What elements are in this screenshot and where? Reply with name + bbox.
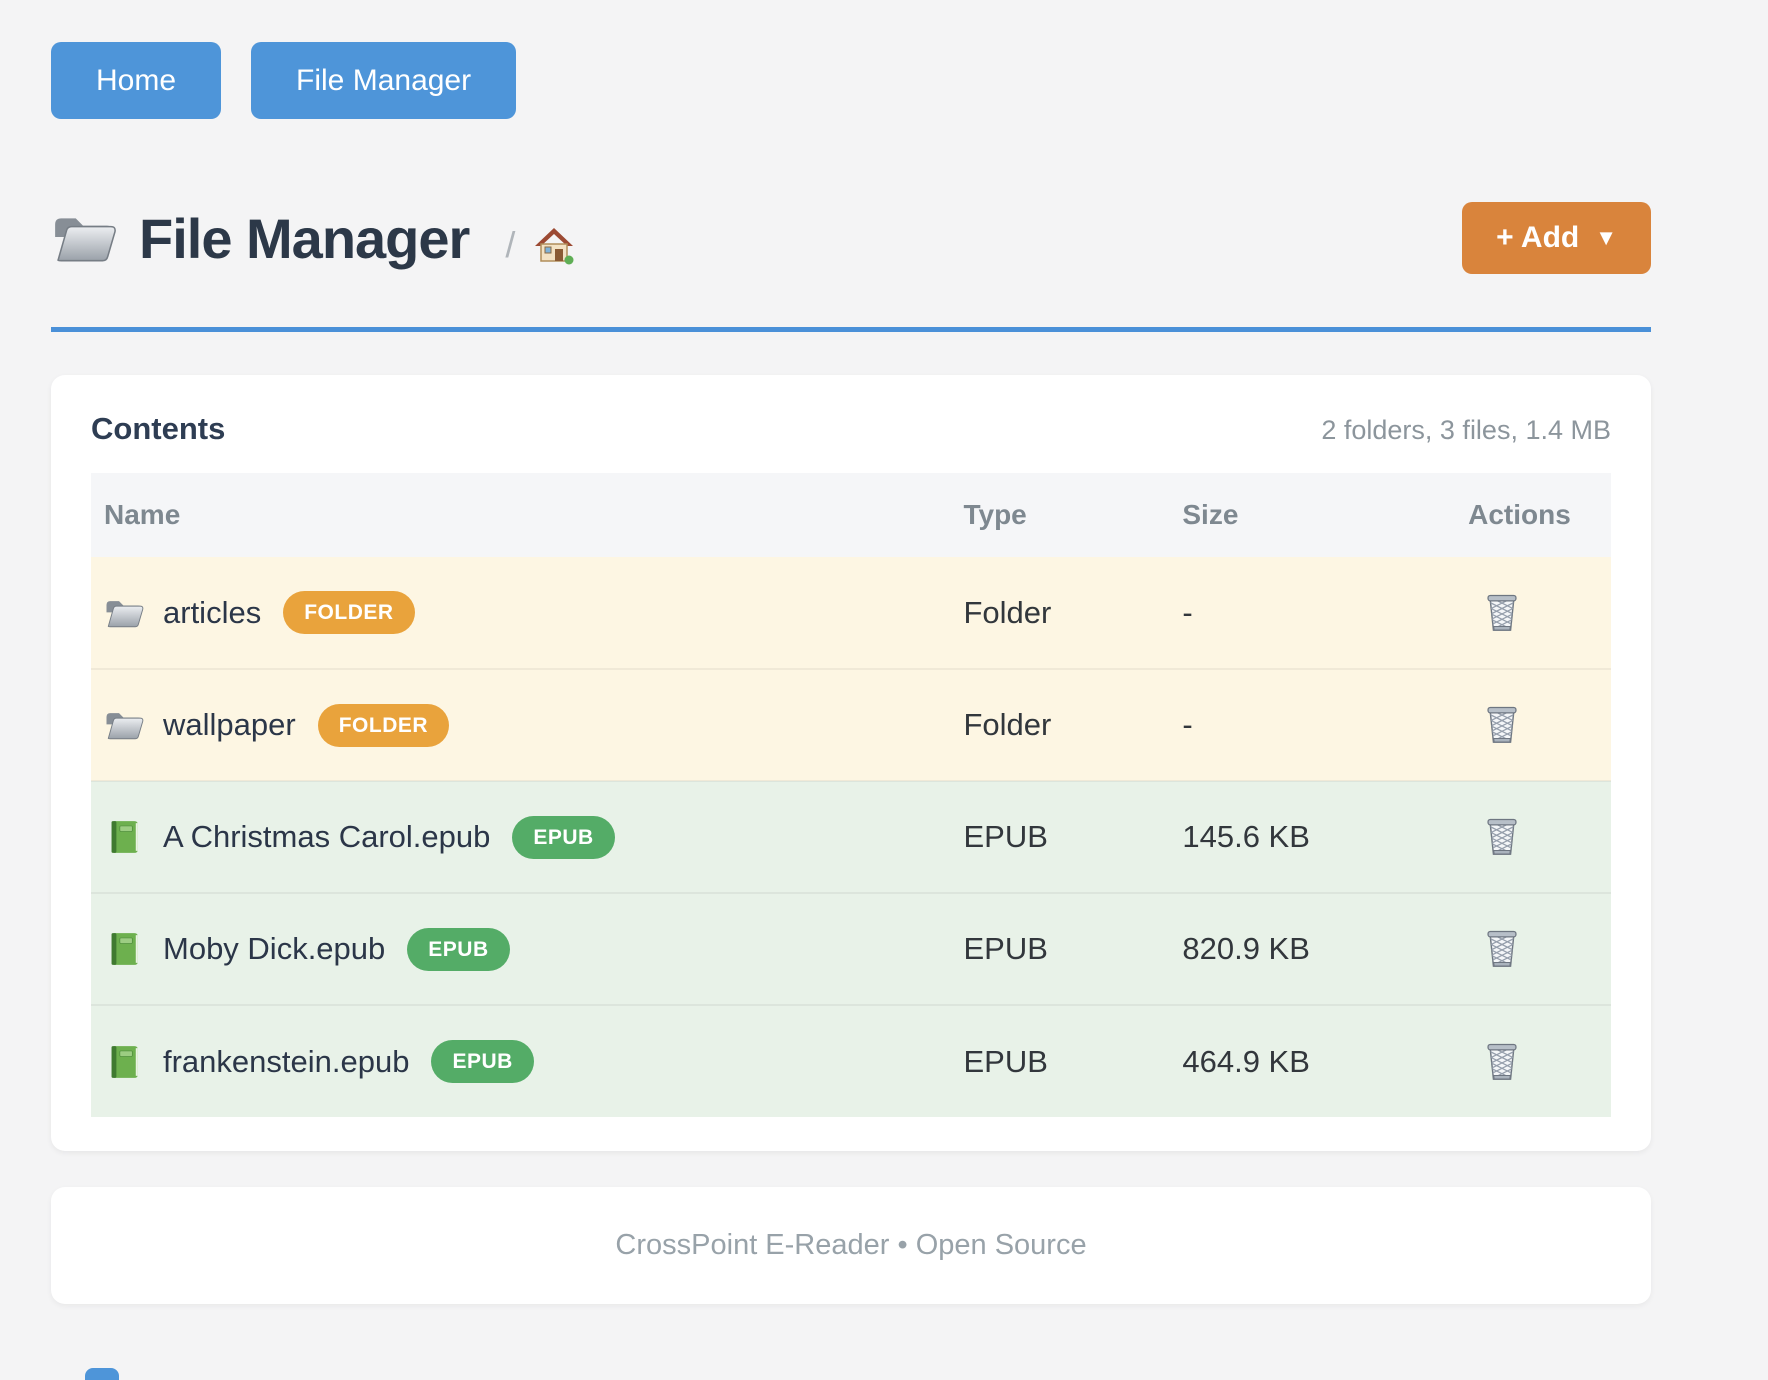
table-row: Moby Dick.epub EPUB EPUB 820.9 KB [91,893,1611,1005]
folder-icon [104,595,144,631]
add-button-label: + Add [1496,221,1580,254]
table-row: A Christmas Carol.epub EPUB EPUB 145.6 K… [91,781,1611,893]
type-badge: FOLDER [283,591,415,634]
file-type: Folder [963,594,1052,630]
column-header-size: Size [1182,473,1469,557]
nav-button-file-manager[interactable]: File Manager [251,42,517,119]
breadcrumb-separator: / [505,224,516,265]
title-divider [51,327,1651,332]
page-title: File Manager [139,206,470,270]
file-type: Folder [963,707,1052,742]
book-icon [104,1044,144,1080]
table-row: articles FOLDER Folder - [91,557,1611,669]
type-badge: EPUB [512,815,615,859]
table-row: frankenstein.epub EPUB EPUB 464.9 KB [91,1005,1611,1117]
file-name: frankenstein.epub [163,1043,410,1079]
type-badge: EPUB [407,927,510,971]
file-size: - [1182,594,1193,630]
contents-card: Contents 2 folders, 3 files, 1.4 MB Name… [51,375,1651,1151]
column-header-type: Type [963,473,1183,557]
file-type: EPUB [963,931,1048,966]
delete-button[interactable] [1484,816,1520,858]
file-size: 464.9 KB [1182,1043,1310,1079]
table-row: wallpaper FOLDER Folder - [91,669,1611,781]
delete-button[interactable] [1484,1041,1520,1083]
type-badge: EPUB [431,1040,534,1083]
nav-button-home[interactable]: Home [51,42,222,119]
breadcrumb: / [505,224,575,266]
contents-summary: 2 folders, 3 files, 1.4 MB [1321,415,1611,445]
table-body: articles FOLDER Folder - [91,557,1611,1117]
file-name: articles [163,594,262,630]
trash-icon [1484,816,1520,858]
chevron-down-icon: ▼ [1595,225,1617,250]
book-icon [104,931,144,967]
page-header: File Manager / + Add ▼ [51,195,1651,281]
file-size: - [1182,707,1193,742]
file-name: Moby Dick.epub [163,931,386,966]
trash-icon [1484,1041,1520,1083]
trash-icon [1484,592,1520,634]
trash-icon [1484,704,1520,746]
trash-icon [1484,928,1520,970]
file-type: EPUB [963,1043,1048,1079]
file-table: Name Type Size Actions articles FOLDER F… [91,473,1611,1117]
file-size: 145.6 KB [1182,819,1310,854]
folder-icon [51,210,117,266]
column-header-name: Name [91,473,964,557]
add-button[interactable]: + Add ▼ [1462,202,1651,274]
home-icon[interactable] [533,224,575,266]
footer-text: CrossPoint E-Reader • Open Source [615,1229,1087,1261]
table-header-row: Name Type Size Actions [91,473,1611,557]
folder-icon [104,707,144,743]
file-type: EPUB [963,819,1048,854]
delete-button[interactable] [1484,592,1520,634]
cutoff-blue-element [85,1368,119,1380]
footer: CrossPoint E-Reader • Open Source [51,1187,1651,1304]
file-size: 820.9 KB [1182,931,1310,966]
file-name: wallpaper [163,707,296,742]
delete-button[interactable] [1484,704,1520,746]
column-header-actions: Actions [1468,473,1611,557]
delete-button[interactable] [1484,928,1520,970]
book-icon [104,819,144,855]
card-title: Contents [91,411,226,446]
type-badge: FOLDER [317,703,450,747]
top-nav: Home File Manager [51,0,1651,119]
file-name: A Christmas Carol.epub [163,819,491,854]
